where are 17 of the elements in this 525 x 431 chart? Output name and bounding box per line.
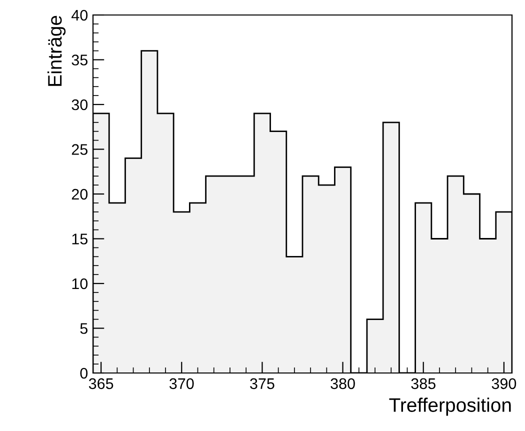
y-tick-label: 25 <box>72 144 88 155</box>
y-tick-label: 0 <box>80 368 88 379</box>
x-tick-label: 375 <box>250 378 274 390</box>
y-tick-label: 35 <box>72 54 88 66</box>
x-tick-label: 365 <box>88 378 114 390</box>
x-tick-label: 385 <box>411 378 436 390</box>
x-tick-label: 390 <box>492 378 516 390</box>
y-tick-label: 15 <box>72 234 88 244</box>
y-axis-title: Einträge <box>47 16 66 86</box>
y-tick-label: 40 <box>72 10 88 21</box>
y-tick-label: 30 <box>72 99 88 110</box>
x-tick-label: 380 <box>330 378 355 390</box>
y-tick-label: 5 <box>80 323 88 334</box>
y-tick-label: 10 <box>72 278 88 290</box>
x-axis-title: Trefferposition <box>389 398 511 416</box>
y-tick-label: 20 <box>72 188 88 200</box>
x-tick-label: 370 <box>169 378 194 390</box>
